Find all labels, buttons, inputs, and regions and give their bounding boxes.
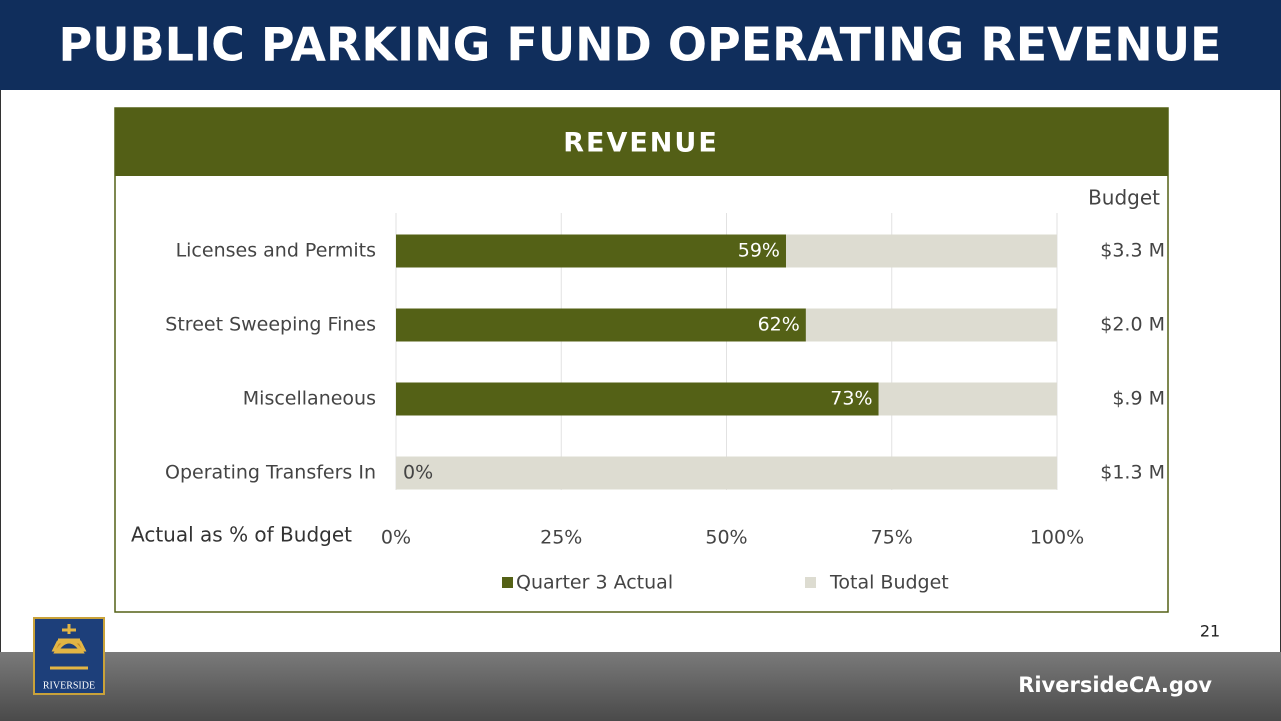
bar [396,234,786,268]
budget-header: Budget [1088,186,1160,210]
legend-swatch [805,577,816,588]
budget-label: $2.0 M [1100,314,1165,336]
footer-band [0,652,1281,721]
bar [396,308,806,342]
legend-label: Total Budget [829,572,949,594]
x-tick-label: 25% [540,527,582,549]
budget-label: $3.3 M [1100,240,1165,262]
chart-title: REVENUE [563,128,719,159]
y-tick-label: Licenses and Permits [176,240,376,262]
x-tick-label: 100% [1030,527,1084,549]
chart-box [114,107,1169,613]
legend-label: Quarter 3 Actual [516,572,673,594]
x-tick-label: 0% [381,527,411,549]
header-band [0,0,1281,90]
logo: RIVERSIDE [33,617,105,695]
legend-swatch [502,577,513,588]
footer-url: RiversideCA.gov [1018,673,1212,697]
x-tick-label: 75% [871,527,913,549]
y-tick-label: Operating Transfers In [165,462,376,484]
value-label: 62% [758,314,800,336]
bar [396,456,1057,490]
y-tick-label: Miscellaneous [243,388,376,410]
slide-title: PUBLIC PARKING FUND OPERATING REVENUE [59,18,1222,72]
logo-bell [50,624,88,670]
page-number: 21 [1200,622,1220,641]
x-tick-label: 50% [705,527,747,549]
value-label: 59% [738,240,780,262]
logo-text: RIVERSIDE [43,680,95,691]
y-tick-label: Street Sweeping Fines [165,314,376,336]
value-label: 73% [830,388,872,410]
budget-label: $.9 M [1112,388,1165,410]
bar [396,382,879,416]
chart-title-band [115,108,1168,176]
x-axis-label: Actual as % of Budget [131,523,352,547]
value-label: 0% [403,462,433,484]
budget-label: $1.3 M [1100,462,1165,484]
